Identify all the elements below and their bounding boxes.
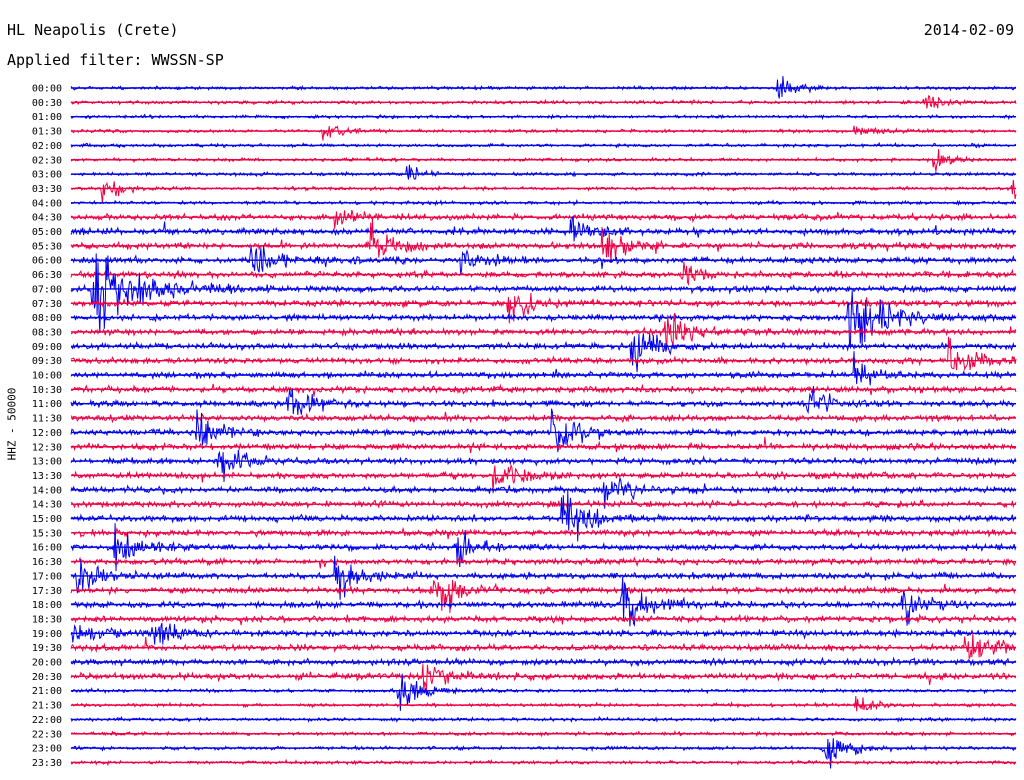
trace-time-label: 22:30: [32, 729, 62, 740]
trace-time-label: 02:00: [32, 141, 62, 152]
seismic-trace: [70, 383, 1017, 397]
seismic-trace: [70, 179, 1017, 204]
seismic-trace: [70, 351, 1017, 386]
seismic-trace: [70, 261, 1017, 287]
trace-time-label: 03:00: [32, 170, 62, 181]
trace-time-label: 10:00: [32, 371, 62, 382]
seismic-trace: [70, 738, 1017, 769]
seismic-trace: [70, 164, 1017, 180]
seismic-trace: [70, 463, 1017, 494]
trace-time-label: 10:30: [32, 385, 62, 396]
seismic-trace: [70, 523, 1017, 572]
trace-time-label: 11:30: [32, 414, 62, 425]
seismic-trace: [70, 214, 1017, 242]
seismic-trace: [70, 245, 1017, 275]
trace-time-label: 14:30: [32, 500, 62, 511]
trace-time-label: 20:00: [32, 658, 62, 669]
trace-time-label: 17:30: [32, 586, 62, 597]
trace-time-label: 07:00: [32, 284, 62, 295]
seismic-trace: [70, 526, 1017, 540]
trace-time-label: 01:00: [32, 112, 62, 123]
seismic-trace: [70, 209, 1017, 229]
trace-time-label: 18:00: [32, 600, 62, 611]
trace-time-label: 14:00: [32, 485, 62, 496]
trace-time-label: 06:00: [32, 256, 62, 267]
recording-date: 2014-02-09: [923, 21, 1014, 39]
trace-time-label: 05:30: [32, 241, 62, 252]
seismic-trace: [70, 555, 1017, 569]
trace-time-label: 11:00: [32, 399, 62, 410]
trace-time-label: 04:00: [32, 198, 62, 209]
trace-time-label: 23:00: [32, 744, 62, 755]
trace-time-label: 13:30: [32, 471, 62, 482]
trace-time-label: 01:30: [32, 127, 62, 138]
trace-time-label: 12:00: [32, 428, 62, 439]
trace-time-label: 19:30: [32, 643, 62, 654]
trace-time-label: 00:30: [32, 98, 62, 109]
trace-time-label: 08:00: [32, 313, 62, 324]
trace-time-label: 15:00: [32, 514, 62, 525]
seismic-trace: [70, 336, 1017, 372]
trace-time-label: 13:00: [32, 457, 62, 468]
seismic-trace: [70, 436, 1017, 453]
trace-time-label: 12:30: [32, 442, 62, 453]
seismic-trace: [70, 632, 1017, 661]
trace-time-label: 03:30: [32, 184, 62, 195]
seismic-trace: [70, 613, 1017, 626]
trace-time-label: 09:00: [32, 342, 62, 353]
trace-time-label: 02:30: [32, 155, 62, 166]
trace-time-label: 00:00: [32, 84, 62, 95]
trace-time-label: 16:30: [32, 557, 62, 568]
trace-time-label: 07:30: [32, 299, 62, 310]
filter-label: Applied filter: WWSSN-SP: [7, 51, 224, 69]
trace-time-label: 05:00: [32, 227, 62, 238]
trace-time-label: 23:30: [32, 758, 62, 769]
seismic-trace: [70, 411, 1017, 424]
trace-time-label: 06:30: [32, 270, 62, 281]
trace-time-label: 19:00: [32, 629, 62, 640]
seismic-trace: [70, 217, 1017, 264]
trace-time-label: 09:30: [32, 356, 62, 367]
trace-time-label: 21:00: [32, 686, 62, 697]
trace-time-label: 22:00: [32, 715, 62, 726]
trace-time-label: 17:00: [32, 571, 62, 582]
trace-time-label: 18:30: [32, 614, 62, 625]
seismic-trace: [70, 253, 1017, 334]
trace-time-label: 16:00: [32, 543, 62, 554]
trace-time-label: 08:30: [32, 327, 62, 338]
trace-time-label: 15:30: [32, 528, 62, 539]
seismic-trace: [70, 449, 1017, 482]
seismic-trace: [70, 580, 1017, 613]
station-title: HL Neapolis (Crete): [7, 21, 179, 39]
seismic-trace: [70, 312, 1017, 351]
seismic-trace: [70, 333, 1017, 373]
seismic-trace: [70, 125, 1017, 141]
seismic-trace: [70, 664, 1017, 692]
trace-time-label: 04:30: [32, 213, 62, 224]
seismic-trace: [70, 695, 1017, 712]
trace-time-label: 21:30: [32, 701, 62, 712]
trace-time-label: 20:30: [32, 672, 62, 683]
